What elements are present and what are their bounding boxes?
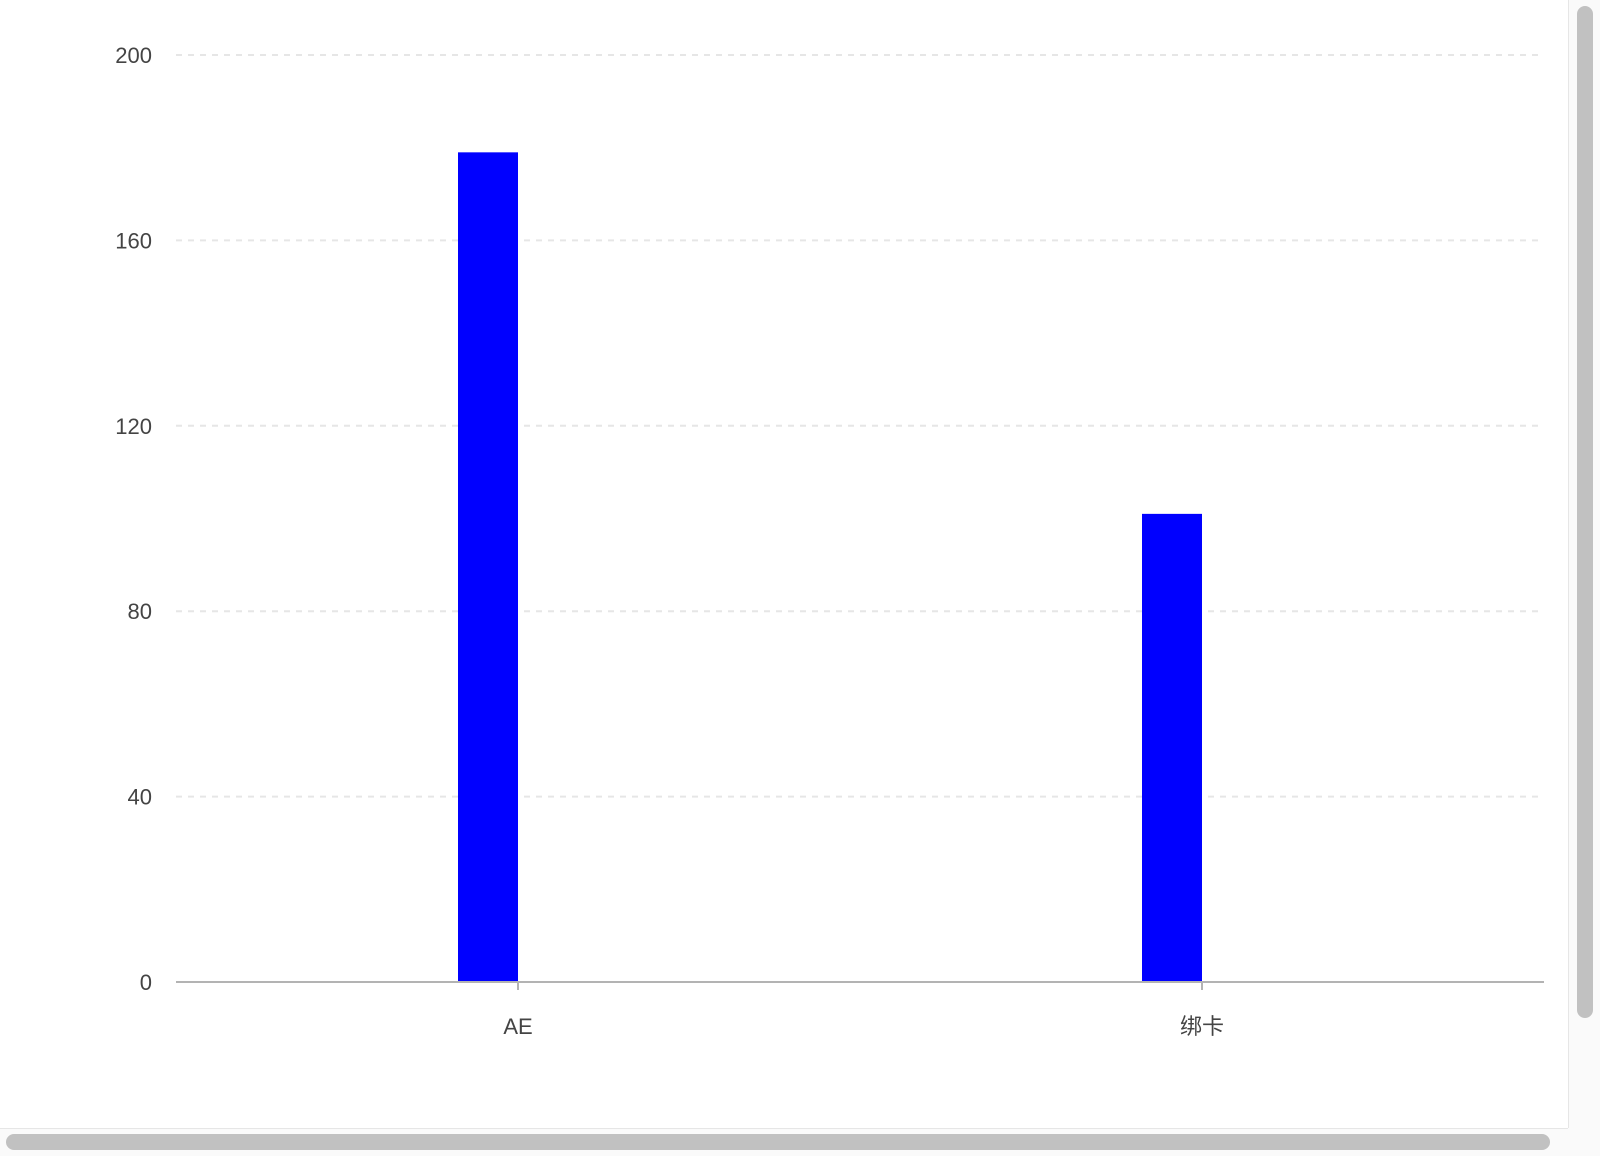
x-axis-ticks: AE 绑卡 <box>503 982 1224 1039</box>
scroll-corner <box>1568 1128 1600 1156</box>
y-axis-ticks: 0 40 80 120 160 200 <box>115 43 152 995</box>
x-tick-label: AE <box>503 1014 532 1039</box>
y-tick-label: 160 <box>115 228 152 253</box>
y-tick-label: 40 <box>128 785 152 810</box>
vertical-scrollbar-thumb[interactable] <box>1577 6 1593 1018</box>
bars <box>458 152 1202 982</box>
horizontal-scrollbar-thumb[interactable] <box>6 1134 1550 1150</box>
bar-2[interactable] <box>1142 513 1202 982</box>
bar-1[interactable] <box>458 152 518 982</box>
y-tick-label: 120 <box>115 414 152 439</box>
grid-lines <box>176 54 1544 798</box>
y-tick-label: 80 <box>128 599 152 624</box>
y-tick-label: 0 <box>140 970 152 995</box>
y-tick-label: 200 <box>115 43 152 68</box>
x-tick-label: 绑卡 <box>1180 1014 1224 1039</box>
